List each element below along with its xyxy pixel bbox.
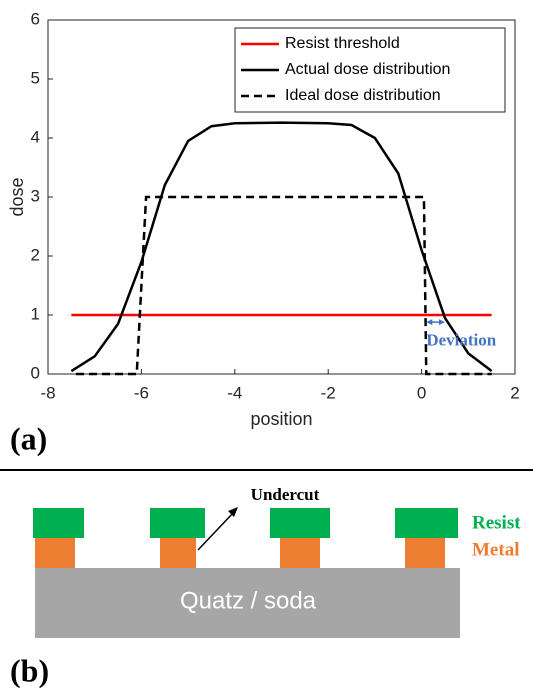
undercut-label: Undercut [251,485,320,504]
x-tick-label: -4 [227,383,242,402]
annotation: Deviation [426,330,496,349]
metal-label: Metal [472,539,519,560]
substrate-label: Quatz / soda [180,587,317,614]
panel-label: (b) [10,652,49,688]
y-tick-label: 6 [31,9,40,28]
x-tick-label: -8 [40,383,55,402]
y-tick-label: 2 [31,245,40,264]
x-tick-label: -2 [321,383,336,402]
legend-label: Actual dose distribution [285,61,450,78]
figure: (a) Quatz / soda Undercut Resist Metal (… [0,0,533,696]
resist-blocks [33,508,458,538]
y-tick-label: 5 [31,68,40,87]
legend-label: Resist threshold [285,35,400,52]
y-tick-label: 3 [31,186,40,205]
legend-label: Ideal dose distribution [285,87,441,104]
x-tick-label: 2 [510,383,519,402]
arrow-head [426,319,432,325]
arrow-head [439,319,445,325]
y-tick-label: 0 [31,363,40,382]
y-tick-label: 4 [31,127,40,146]
x-axis-label: position [250,409,312,429]
metal-blocks [35,538,445,568]
x-tick-label: 0 [417,383,426,402]
y-axis-label: dose [7,177,27,216]
resist-label: Resist [472,512,521,533]
y-tick-label: 1 [31,304,40,323]
arrow-head [228,507,238,517]
x-tick-label: -6 [134,383,149,402]
panel-label: (a) [10,420,47,456]
page: {"chart_data": {"type": "line", "xlabel"… [0,0,533,696]
